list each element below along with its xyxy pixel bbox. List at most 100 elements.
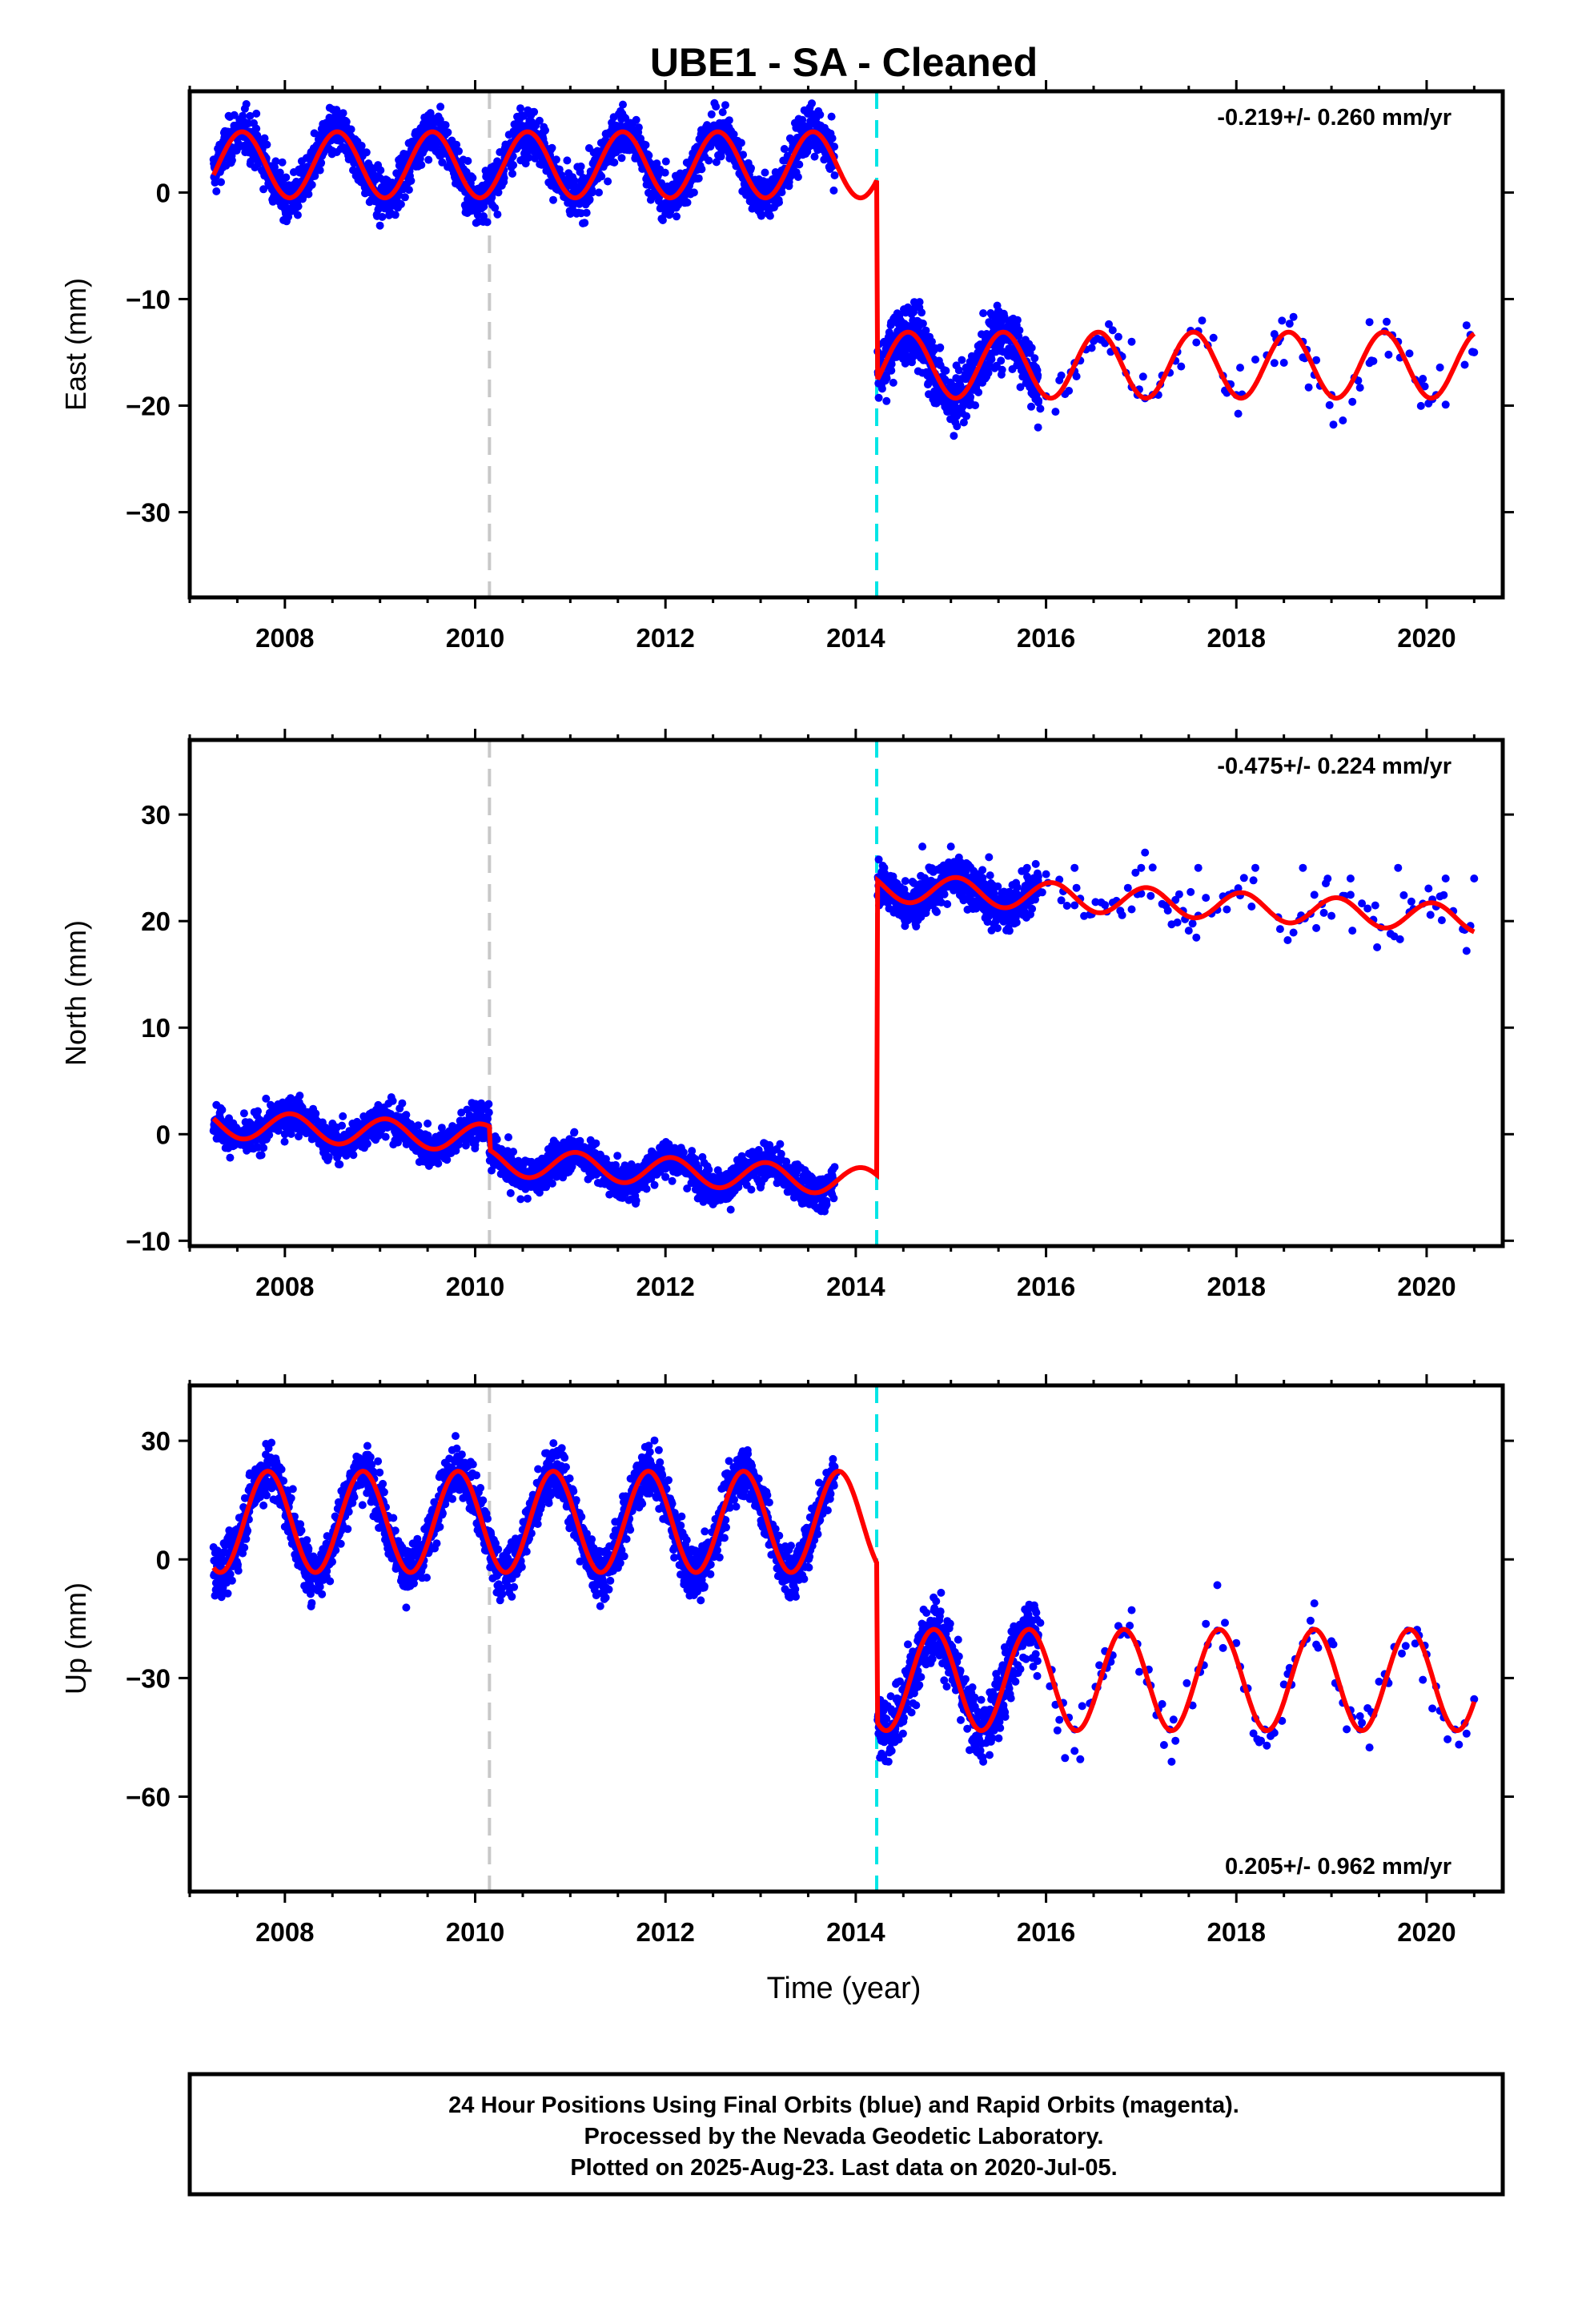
data-point [492,1135,501,1144]
data-point [311,1109,320,1118]
data-point [918,320,927,328]
data-point [524,153,533,162]
data-point [971,401,980,410]
data-point [275,168,284,177]
data-point [252,124,261,133]
data-point [632,115,640,124]
data-point [493,210,502,219]
data-point [259,185,268,194]
data-point [917,308,926,317]
data-point [444,128,452,137]
x-tick-label: 2008 [255,623,314,653]
data-point [1435,363,1444,372]
data-point [810,152,819,161]
data-point [293,211,302,219]
data-point [1057,371,1066,380]
data-point [813,146,822,155]
data-point [1034,371,1042,380]
data-point [1027,402,1035,411]
data-point [500,178,508,187]
data-point [712,103,721,111]
data-point [1365,318,1374,327]
y-tick-label: −30 [126,498,171,528]
data-point [566,210,575,218]
data-point [260,134,269,143]
data-point [375,221,384,230]
y-tick-label: −10 [126,284,171,314]
data-point [338,1121,347,1130]
data-point [956,381,965,390]
data-point [737,139,745,147]
data-point [452,140,461,149]
data-point [966,392,975,401]
panel-east: 2008 2010 2012 2014 2016 2018 20200−10−20−30Ea… [59,80,1514,653]
data-point [718,146,727,155]
data-point [1384,350,1393,359]
data-point [739,151,748,159]
data-point [830,171,839,179]
data-point [652,159,661,168]
data-point [417,161,426,169]
data-point [987,355,996,364]
data-point [595,188,603,197]
data-point [549,195,557,204]
data-point [398,1099,407,1108]
data-point [1034,423,1042,432]
data-point [1192,338,1201,347]
data-point [464,157,472,165]
data-point [1015,326,1024,335]
x-tick-label: 2016 [1017,623,1075,653]
panel-frame [187,89,1505,600]
data-point [1348,397,1357,406]
data-point [246,111,255,120]
data-point [604,177,612,186]
data-point [725,116,733,125]
data-point [520,111,528,120]
data-point [396,200,405,208]
data-point [661,168,669,177]
data-point [282,173,291,182]
data-point [516,1195,525,1204]
data-point [1420,382,1429,391]
data-point [979,309,988,318]
y-tick-label: −20 [126,392,171,421]
data-points [209,99,1479,440]
data-point [718,108,727,117]
data-point [950,432,958,440]
data-point [1108,326,1117,335]
x-tick-label: 2010 [446,623,504,653]
data-point [780,145,789,153]
data-point [644,151,653,160]
data-point [434,1159,443,1168]
data-point [407,176,416,185]
data-point [376,166,385,175]
data-point [441,121,450,130]
plot-area [209,91,1479,597]
data-point [278,158,287,167]
data-point [613,1152,622,1160]
y-axis-label: East (mm) [59,278,92,411]
data-point [761,168,769,177]
data-point [1032,391,1041,400]
data-point [516,104,524,113]
data-point [632,1196,640,1205]
data-point [1014,332,1023,340]
plot-area [209,740,1479,1246]
data-point [619,100,627,109]
data-point [212,187,221,195]
data-point [548,1179,556,1188]
data-point [1460,360,1469,369]
data-point [262,1094,271,1103]
data-point [363,1140,371,1148]
data-point [1027,344,1036,352]
data-point [942,366,950,375]
data-point [271,157,280,166]
data-point [747,1185,756,1194]
data-point [218,1105,227,1114]
data-point [928,337,936,346]
data-point [775,198,783,207]
data-point [721,101,729,110]
chart-title: UBE1 - SA - Cleaned [650,40,1038,85]
data-point [887,366,896,375]
